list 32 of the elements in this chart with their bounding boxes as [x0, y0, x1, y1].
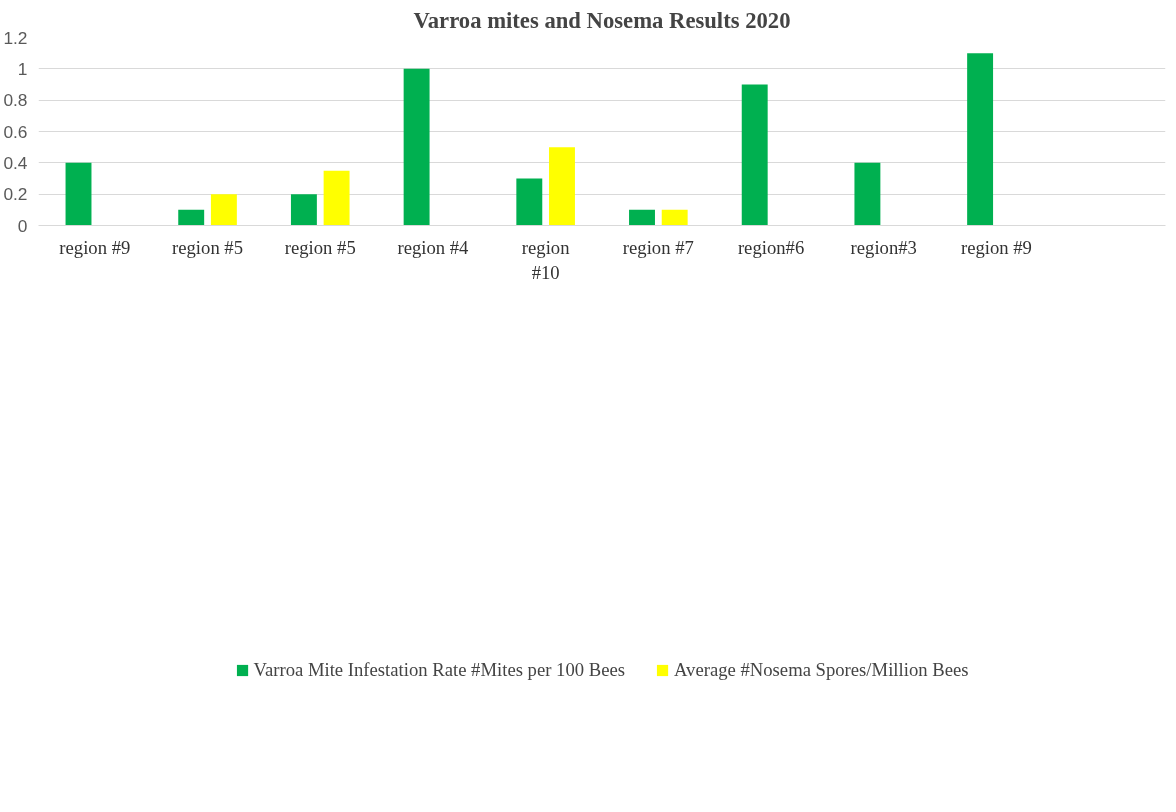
y-tick-label: 0.8 [3, 90, 28, 111]
bar [403, 68, 430, 226]
x-tick-label: region #5 [284, 236, 356, 258]
bar [65, 162, 92, 226]
legend-label: Average #Nosema Spores/Million Bees [674, 658, 969, 681]
bar [516, 178, 543, 226]
bar [549, 147, 575, 226]
x-tick-label: region #10 [521, 236, 571, 283]
bar [661, 209, 688, 226]
chart-title: Varroa mites and Nosema Results 2020 [413, 7, 791, 33]
x-tick-label: region #9 [59, 236, 131, 258]
x-tick-label: region#3 [850, 236, 917, 258]
x-tick-label: region #5 [172, 236, 244, 258]
bar [741, 84, 768, 226]
bar [290, 194, 317, 226]
x-tick-label: region#6 [737, 236, 805, 258]
x-tick-label: region #9 [960, 236, 1032, 258]
bar [323, 170, 350, 226]
y-tick-label: 1.2 [3, 27, 28, 48]
x-tick-label: region #7 [622, 236, 694, 258]
y-tick-label: 0.6 [3, 121, 28, 142]
bar [854, 162, 881, 226]
x-tick-label: region #4 [397, 236, 470, 258]
bar [967, 53, 994, 226]
bar [178, 209, 205, 226]
bar [629, 209, 655, 226]
y-tick-label: 0 [17, 215, 28, 236]
y-tick-label: 0.2 [3, 184, 28, 205]
legend-label: Varroa Mite Infestation Rate #Mites per 100 Bees [253, 658, 625, 681]
bar [210, 194, 237, 226]
y-tick-label: 0.4 [3, 152, 28, 173]
y-tick-label: 1 [17, 58, 28, 79]
